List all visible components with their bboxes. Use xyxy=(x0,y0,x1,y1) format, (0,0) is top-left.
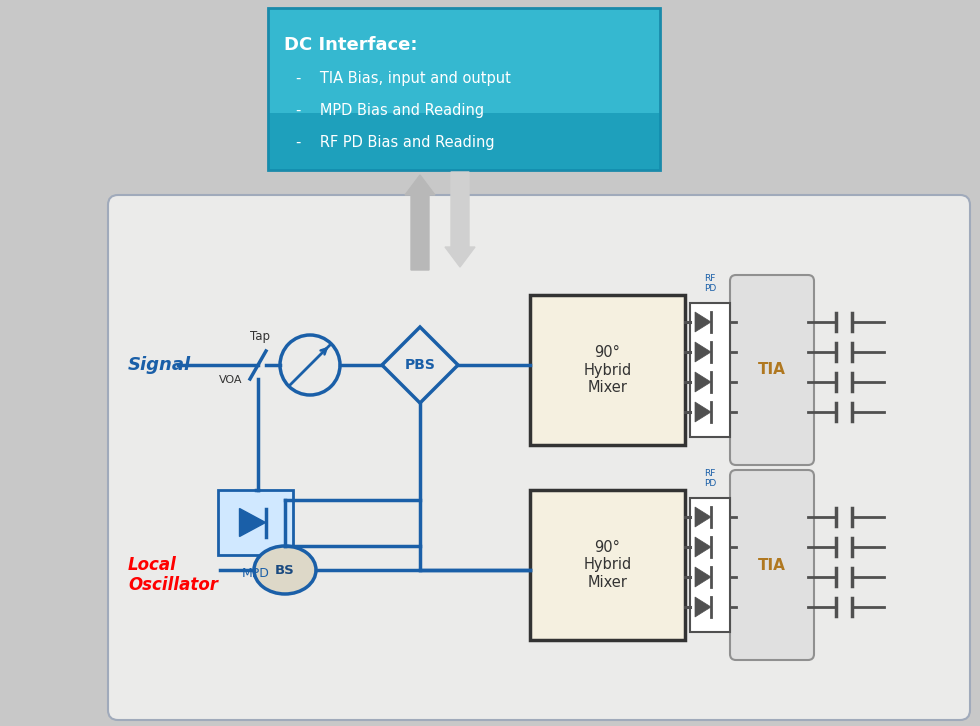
Polygon shape xyxy=(695,372,711,392)
Text: 90°
Hybrid
Mixer: 90° Hybrid Mixer xyxy=(583,540,632,590)
Text: TIA: TIA xyxy=(759,362,786,378)
Text: -    MPD Bias and Reading: - MPD Bias and Reading xyxy=(296,103,484,118)
Bar xyxy=(218,490,293,555)
Bar xyxy=(530,490,685,640)
Text: Tap: Tap xyxy=(250,330,270,343)
Text: -    TIA Bias, input and output: - TIA Bias, input and output xyxy=(296,71,511,86)
Text: PBS: PBS xyxy=(405,358,435,372)
FancyBboxPatch shape xyxy=(268,113,660,170)
FancyBboxPatch shape xyxy=(268,8,660,170)
Text: -    RF PD Bias and Reading: - RF PD Bias and Reading xyxy=(296,135,495,150)
FancyBboxPatch shape xyxy=(730,470,814,660)
Text: Local
Oscillator: Local Oscillator xyxy=(128,555,218,595)
Text: RF
PD: RF PD xyxy=(704,274,716,293)
Text: BS: BS xyxy=(275,563,295,576)
Polygon shape xyxy=(695,402,711,422)
FancyArrow shape xyxy=(405,175,435,270)
Polygon shape xyxy=(695,597,711,617)
Text: 90°
Hybrid
Mixer: 90° Hybrid Mixer xyxy=(583,345,632,395)
Polygon shape xyxy=(695,567,711,587)
FancyBboxPatch shape xyxy=(108,195,970,720)
FancyBboxPatch shape xyxy=(730,275,814,465)
Polygon shape xyxy=(239,508,266,537)
Text: RF
PD: RF PD xyxy=(704,468,716,488)
Polygon shape xyxy=(695,507,711,527)
Text: MPD: MPD xyxy=(241,567,270,580)
FancyArrow shape xyxy=(445,172,475,267)
Polygon shape xyxy=(695,312,711,332)
Polygon shape xyxy=(695,537,711,557)
Text: VOA: VOA xyxy=(219,375,242,385)
Text: Signal: Signal xyxy=(128,356,191,374)
Polygon shape xyxy=(695,342,711,362)
Ellipse shape xyxy=(254,546,316,594)
Bar xyxy=(690,303,730,437)
Text: TIA: TIA xyxy=(759,558,786,573)
Text: DC Interface:: DC Interface: xyxy=(284,36,417,54)
Bar xyxy=(690,498,730,632)
Bar xyxy=(530,295,685,445)
